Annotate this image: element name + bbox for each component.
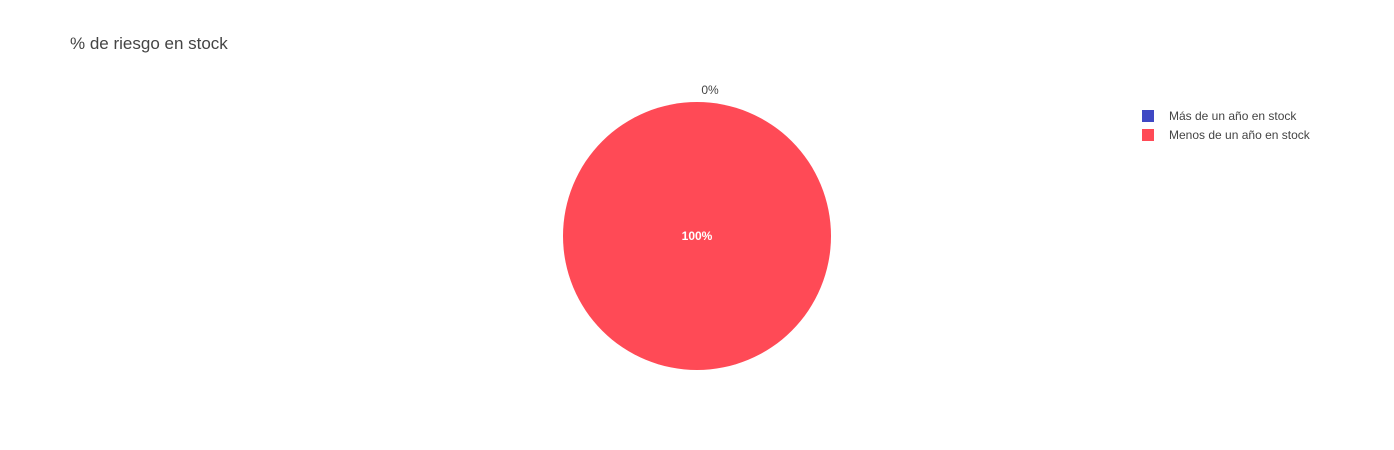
chart-title: % de riesgo en stock: [70, 34, 228, 53]
legend-label: Más de un año en stock: [1169, 108, 1297, 123]
legend-swatch: [1142, 128, 1154, 141]
slice-label: 100%: [682, 229, 713, 243]
pie-labels: 0% 100%: [682, 83, 719, 243]
slice-label: 0%: [701, 83, 719, 97]
legend-label: Menos de un año en stock: [1169, 127, 1310, 142]
pie-slices: [563, 102, 831, 370]
legend-item[interactable]: Menos de un año en stock: [1140, 125, 1310, 144]
legend-swatch: [1142, 109, 1154, 122]
legend-item[interactable]: Más de un año en stock: [1140, 106, 1310, 125]
legend: Más de un año en stock Menos de un año en…: [1140, 106, 1310, 144]
pie-slice[interactable]: [563, 102, 831, 370]
